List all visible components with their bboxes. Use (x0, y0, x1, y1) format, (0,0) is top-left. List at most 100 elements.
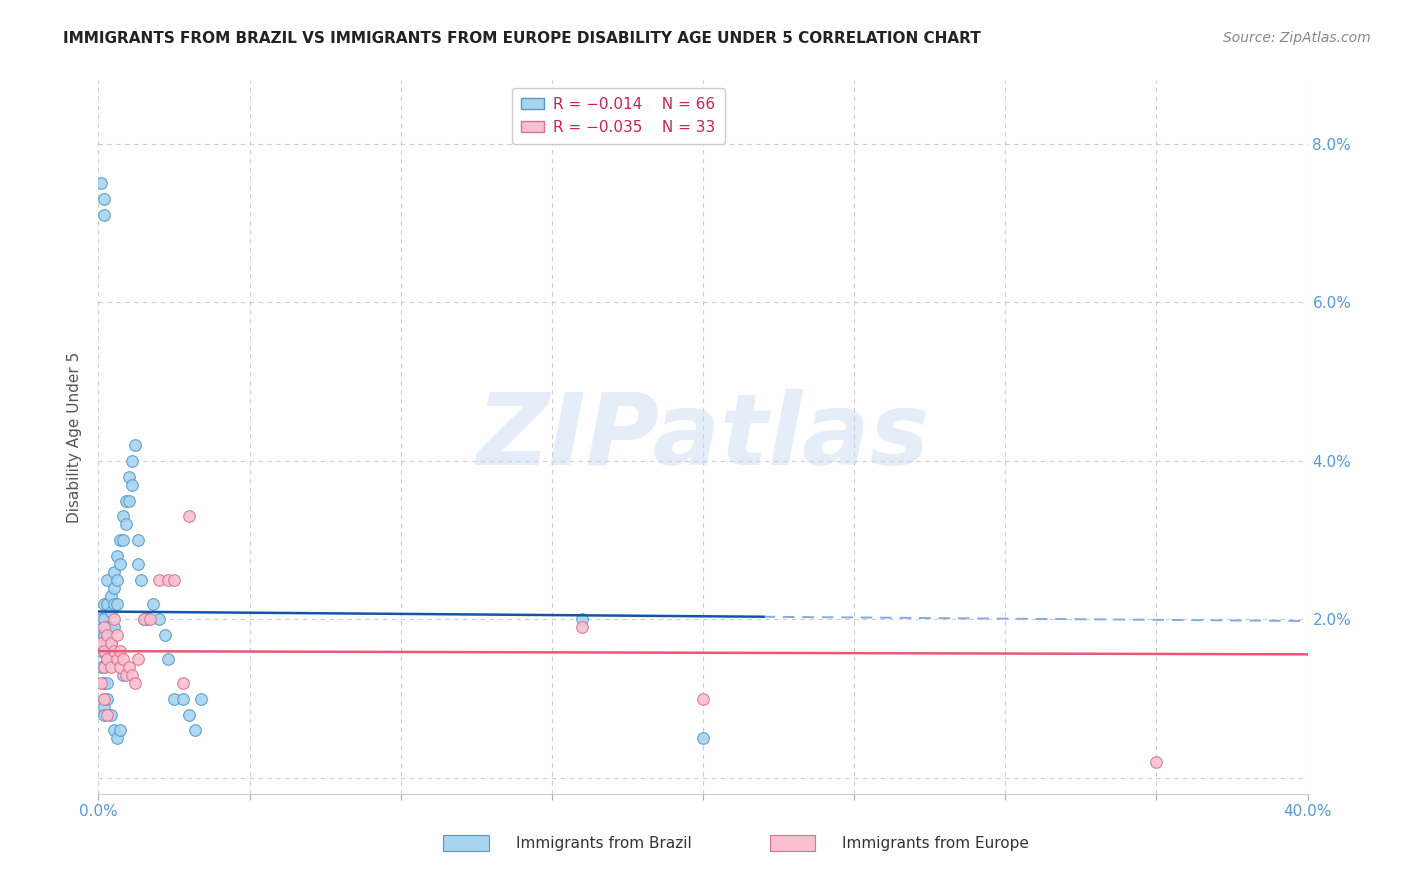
Point (111, 668, 134, 682)
Point (1144, 755, 1167, 769)
Point (108, 533, 131, 548)
Point (163, 691, 186, 706)
Point (111, 652, 134, 666)
Point (90, 612, 112, 626)
Legend: R = −0.014    N = 66, R = −0.035    N = 33: R = −0.014 N = 66, R = −0.035 N = 33 (512, 88, 724, 144)
Point (114, 493, 136, 508)
Point (172, 691, 194, 706)
Point (96, 597, 118, 611)
Point (124, 676, 146, 690)
Point (121, 668, 143, 682)
Point (692, 691, 714, 706)
Point (93, 707, 115, 722)
Point (100, 636, 122, 650)
Point (93, 208, 115, 222)
Point (105, 597, 128, 611)
Point (96, 652, 118, 666)
FancyBboxPatch shape (443, 835, 489, 851)
Point (90, 644, 112, 658)
Point (93, 660, 115, 674)
Point (179, 509, 201, 524)
Point (96, 707, 118, 722)
Point (96, 573, 118, 587)
Point (105, 549, 128, 563)
Point (90, 676, 112, 690)
Point (100, 636, 122, 650)
Point (142, 597, 165, 611)
Point (90, 660, 112, 674)
Point (93, 597, 115, 611)
Point (103, 723, 125, 738)
Point (127, 533, 149, 548)
Point (121, 477, 143, 491)
Point (114, 517, 136, 532)
Point (103, 612, 125, 626)
Text: Immigrants from Brazil: Immigrants from Brazil (516, 837, 692, 851)
Point (111, 509, 134, 524)
Point (132, 612, 155, 626)
Point (190, 691, 212, 706)
Point (127, 652, 149, 666)
Point (103, 597, 125, 611)
Point (93, 691, 115, 706)
Point (96, 652, 118, 666)
Text: Source: ZipAtlas.com: Source: ZipAtlas.com (1223, 31, 1371, 45)
Point (93, 660, 115, 674)
Point (100, 660, 122, 674)
FancyBboxPatch shape (769, 835, 815, 851)
Point (132, 612, 155, 626)
Point (108, 660, 131, 674)
Point (153, 628, 176, 642)
Point (118, 493, 141, 508)
Point (93, 620, 115, 634)
Point (90, 636, 112, 650)
Point (105, 731, 128, 746)
Point (163, 573, 186, 587)
Point (108, 723, 131, 738)
Point (93, 691, 115, 706)
Point (96, 636, 118, 650)
Point (114, 668, 136, 682)
Point (121, 454, 143, 468)
Point (129, 573, 152, 587)
Point (105, 652, 128, 666)
Point (172, 676, 194, 690)
Point (96, 620, 118, 634)
Point (103, 565, 125, 579)
Point (118, 660, 141, 674)
Text: IMMIGRANTS FROM BRAZIL VS IMMIGRANTS FROM EUROPE DISABILITY AGE UNDER 5 CORRELAT: IMMIGRANTS FROM BRAZIL VS IMMIGRANTS FRO… (63, 31, 981, 46)
Point (108, 644, 131, 658)
Point (90, 177, 112, 191)
Point (100, 589, 122, 603)
Point (179, 707, 201, 722)
Point (93, 676, 115, 690)
Point (93, 644, 115, 658)
Point (96, 676, 118, 690)
Point (96, 691, 118, 706)
Point (100, 620, 122, 634)
Point (148, 573, 170, 587)
Point (96, 628, 118, 642)
Point (100, 707, 122, 722)
Point (692, 731, 714, 746)
Point (108, 557, 131, 571)
Point (571, 620, 593, 634)
Text: ZIPatlas: ZIPatlas (477, 389, 929, 485)
Point (105, 628, 128, 642)
Point (139, 612, 162, 626)
Point (156, 573, 179, 587)
Y-axis label: Disability Age Under 5: Disability Age Under 5 (67, 351, 83, 523)
Point (156, 652, 179, 666)
Point (105, 573, 128, 587)
Point (93, 192, 115, 206)
Point (93, 699, 115, 714)
Point (103, 644, 125, 658)
Point (148, 612, 170, 626)
Point (111, 533, 134, 548)
Point (571, 612, 593, 626)
Point (124, 438, 146, 452)
Text: Immigrants from Europe: Immigrants from Europe (842, 837, 1029, 851)
Point (90, 628, 112, 642)
Point (100, 605, 122, 619)
Point (103, 620, 125, 634)
